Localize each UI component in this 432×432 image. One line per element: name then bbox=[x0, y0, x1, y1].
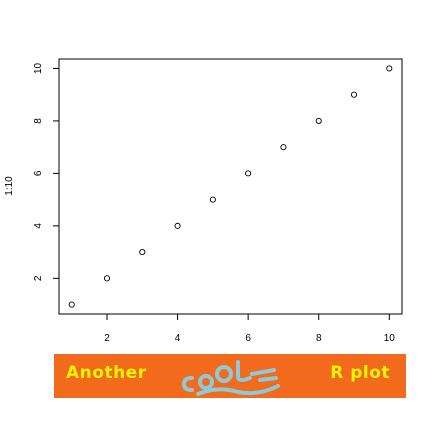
data-points bbox=[68, 65, 393, 308]
data-point bbox=[103, 275, 111, 282]
x-tick-label: 2 bbox=[104, 333, 110, 344]
x-tick-label: 8 bbox=[316, 333, 322, 344]
data-point bbox=[139, 249, 146, 256]
plot-frame bbox=[58, 58, 403, 315]
data-point bbox=[280, 144, 287, 151]
data-point bbox=[209, 196, 216, 203]
y-tick-label: 6 bbox=[33, 170, 44, 176]
data-point bbox=[68, 301, 75, 308]
data-point bbox=[315, 117, 322, 124]
x-axis: 2 4 6 8 10 bbox=[104, 314, 395, 344]
data-point bbox=[350, 91, 358, 98]
data-point bbox=[386, 65, 393, 72]
y-tick-label: 10 bbox=[33, 62, 44, 74]
y-tick-label: 8 bbox=[33, 118, 44, 124]
x-tick-label: 4 bbox=[175, 333, 181, 344]
banner-right-text: R plot bbox=[330, 363, 390, 383]
data-point bbox=[245, 170, 252, 177]
data-point bbox=[174, 222, 181, 229]
y-axis: 2 4 6 8 10 bbox=[33, 62, 59, 281]
banner: Another R plot bbox=[54, 354, 406, 398]
x-tick-label: 10 bbox=[384, 333, 396, 344]
y-axis-label: 1:10 bbox=[4, 176, 15, 196]
x-tick-label: 6 bbox=[245, 333, 251, 344]
y-tick-label: 4 bbox=[33, 223, 44, 229]
y-tick-label: 2 bbox=[33, 275, 44, 281]
cool-logo-icon bbox=[181, 360, 280, 396]
banner-left-text: Another bbox=[66, 363, 147, 383]
